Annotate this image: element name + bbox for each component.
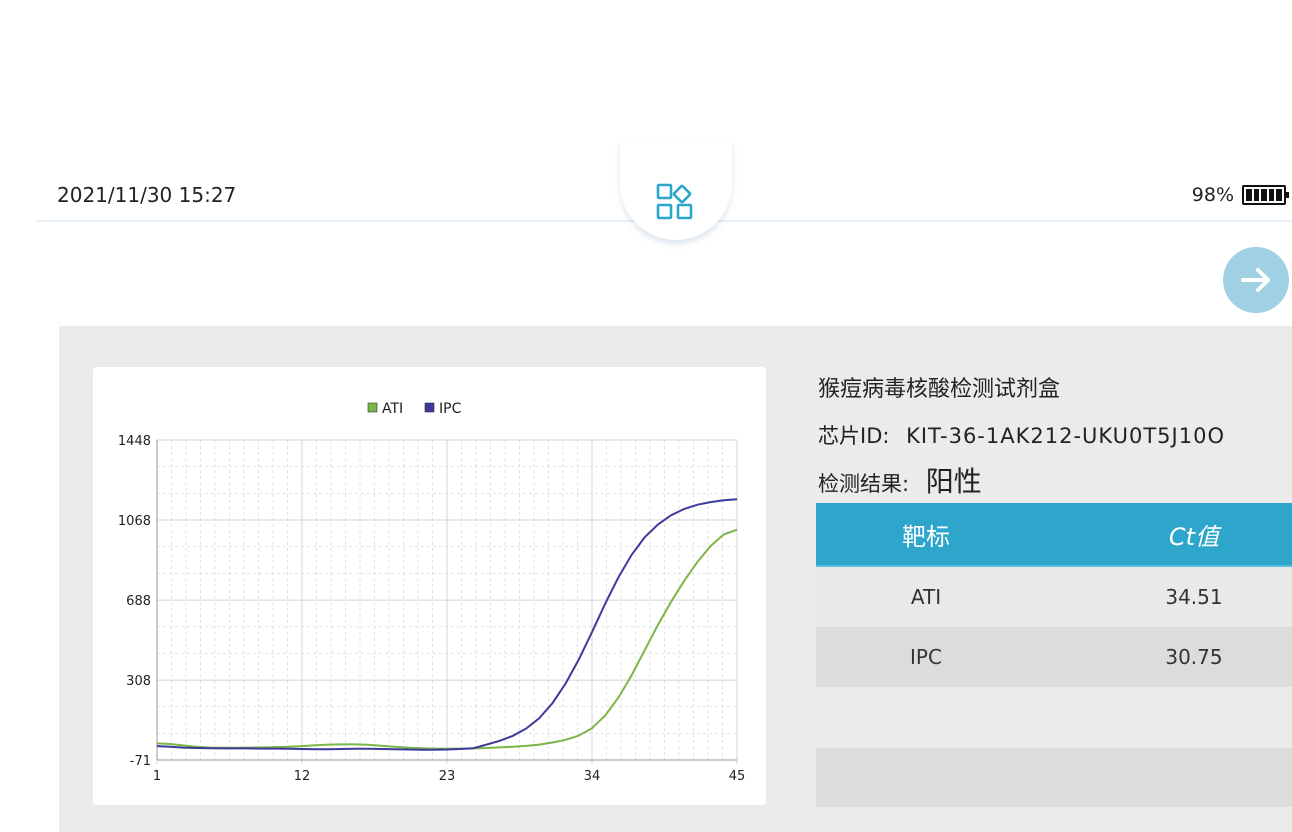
row-ct: 34.51 — [1165, 585, 1223, 609]
arrow-right-icon — [1241, 268, 1270, 292]
kit-name: 猴痘病毒核酸检测试剂盒 — [818, 377, 1061, 402]
legend-label-ati: ATI — [382, 401, 403, 417]
chip-id-row: 芯片ID: KIT-36-1AK212-UKU0T5J10O — [818, 420, 1225, 450]
legend-swatch-ipc — [424, 402, 435, 413]
x-tick-label: 1 — [153, 769, 161, 784]
table-row: ATI 34.51 — [816, 567, 1292, 627]
result-value: 阳性 — [925, 465, 982, 498]
y-tick-label: 1068 — [118, 514, 151, 529]
x-tick-label: 34 — [584, 769, 601, 784]
header-ct: Ct值 — [1168, 522, 1220, 551]
y-tick-label: 1448 — [118, 434, 151, 449]
legend-label-ipc: IPC — [439, 401, 462, 417]
x-tick-label: 45 — [729, 769, 746, 784]
chip-id-value: KIT-36-1AK212-UKU0T5J10O — [906, 424, 1225, 448]
empty-row — [816, 748, 1292, 807]
battery-icon — [1242, 185, 1289, 205]
battery-percent: 98% — [1191, 184, 1234, 206]
next-button[interactable] — [1223, 247, 1289, 313]
amplification-chart-card: 1 12 23 34 45 1448 1068 688 308 -71 ATI IPC — [93, 367, 766, 805]
amplification-chart: 1 12 23 34 45 1448 1068 688 308 -71 ATI IPC — [118, 401, 746, 784]
y-tick-label: -71 — [130, 754, 151, 769]
battery-status: 98% — [1191, 184, 1289, 206]
header-target: 靶标 — [902, 522, 950, 551]
x-tick-label: 23 — [439, 769, 456, 784]
row-target: IPC — [910, 645, 942, 669]
table-header: 靶标 Ct值 — [816, 503, 1292, 567]
row-target: ATI — [910, 585, 942, 609]
table-row: IPC 30.75 — [816, 627, 1292, 687]
result-row: 检测结果: 阳性 — [818, 460, 982, 500]
chip-id-label: 芯片ID: — [818, 424, 890, 448]
home-button[interactable] — [620, 140, 732, 240]
y-tick-label: 308 — [126, 674, 151, 689]
apps-grid-icon — [656, 183, 693, 220]
y-tick-label: 688 — [126, 594, 151, 609]
datetime: 2021/11/30 15:27 — [57, 183, 237, 207]
x-tick-label: 12 — [294, 769, 311, 784]
ct-table: 靶标 Ct值 ATI 34.51 IPC 30.75 — [816, 503, 1292, 687]
series-line-ipc — [156, 498, 738, 751]
result-label: 检测结果: — [818, 472, 910, 496]
row-ct: 30.75 — [1165, 645, 1223, 669]
legend-swatch-ati — [367, 402, 378, 413]
